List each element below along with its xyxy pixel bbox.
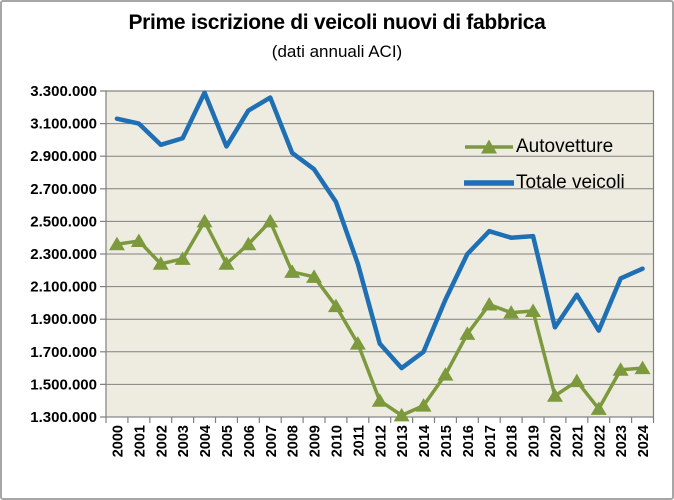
y-tick-label: 1.500.000 <box>30 376 97 393</box>
y-tick-label: 3.100.000 <box>30 116 97 133</box>
series-line-totale-veicoli <box>114 90 645 371</box>
marker-autovetture <box>568 373 585 388</box>
x-tick-label: 2005 <box>220 425 236 457</box>
marker-autovetture <box>634 360 651 375</box>
x-tick-label: 2010 <box>329 425 345 457</box>
marker-autovetture <box>590 401 607 415</box>
marker-autovetture <box>459 326 476 340</box>
legend-label-totale-veicoli: Totale veicoli <box>516 172 625 193</box>
marker-autovetture <box>174 251 191 265</box>
marker-autovetture <box>218 256 235 270</box>
y-tick-label: 2.900.000 <box>30 148 97 165</box>
marker-autovetture <box>503 305 520 319</box>
y-tick-label: 1.900.000 <box>30 311 97 328</box>
marker-autovetture <box>393 407 410 422</box>
marker-autovetture <box>284 264 301 278</box>
x-tick-label: 2013 <box>395 425 411 457</box>
y-tick-label: 2.100.000 <box>30 279 97 296</box>
marker-autovetture <box>108 236 125 251</box>
x-tick-label: 2002 <box>154 425 170 457</box>
y-tick-label: 2.500.000 <box>30 213 97 230</box>
x-tick-label: 2018 <box>505 425 521 457</box>
marker-autovetture <box>262 213 279 228</box>
x-tick-label: 2015 <box>439 425 455 457</box>
chart-subtitle: (dati annuali ACI) <box>271 42 403 61</box>
y-tick-label: 1.700.000 <box>30 344 97 361</box>
x-tick-label: 2004 <box>198 425 214 457</box>
x-tick-label: 2021 <box>570 425 586 457</box>
y-tick-label: 2.300.000 <box>30 246 97 263</box>
legend-swatch-autovetture-icon <box>465 139 513 154</box>
marker-autovetture <box>327 298 344 313</box>
marker-autovetture <box>306 269 323 283</box>
x-tick-label: 2007 <box>264 425 280 457</box>
x-tick-label: 2011 <box>351 425 367 456</box>
x-tick-label: 2006 <box>242 425 258 457</box>
marker-autovetture <box>371 393 388 407</box>
marker-autovetture <box>130 233 147 247</box>
chart-legend: Autovetture Totale veicoli <box>464 129 625 201</box>
x-tick-label: 2022 <box>592 425 608 457</box>
marker-autovetture <box>481 297 498 311</box>
x-tick-label: 2017 <box>483 425 499 457</box>
x-tick-label: 2003 <box>176 425 192 457</box>
legend-entry-totale-veicoli: Totale veicoli <box>464 165 625 201</box>
x-tick-label: 2014 <box>417 425 433 457</box>
x-tick-label: 2016 <box>461 425 477 457</box>
x-tick-label: 2020 <box>548 425 564 457</box>
legend-swatch-totale-veicoli-icon <box>464 180 514 186</box>
x-tick-label: 2001 <box>132 425 148 457</box>
y-tick-label: 1.300.000 <box>30 409 97 426</box>
y-tick-label: 2.700.000 <box>30 181 97 198</box>
marker-autovetture <box>546 388 563 402</box>
marker-autovetture <box>525 303 542 318</box>
chart-title: Prime iscrizione di veicoli nuovi di fab… <box>128 11 546 34</box>
x-tick-label: 2023 <box>614 425 630 457</box>
y-tick-label: 3.300.000 <box>30 83 97 100</box>
x-tick-label: 2000 <box>110 425 126 457</box>
x-tick-label: 2009 <box>308 425 324 457</box>
x-tick-label: 2008 <box>286 425 302 457</box>
x-tick-label: 2019 <box>527 425 543 457</box>
x-tick-label: 2012 <box>373 425 389 457</box>
marker-autovetture <box>240 236 257 251</box>
marker-autovetture <box>415 398 432 412</box>
legend-label-autovetture: Autovetture <box>516 136 614 157</box>
marker-autovetture <box>612 362 629 376</box>
marker-autovetture <box>196 213 213 228</box>
marker-autovetture <box>349 336 366 350</box>
legend-entry-autovetture: Autovetture <box>464 129 625 165</box>
marker-autovetture <box>152 256 169 270</box>
x-tick-label: 2024 <box>636 425 652 457</box>
marker-autovetture <box>437 367 454 381</box>
